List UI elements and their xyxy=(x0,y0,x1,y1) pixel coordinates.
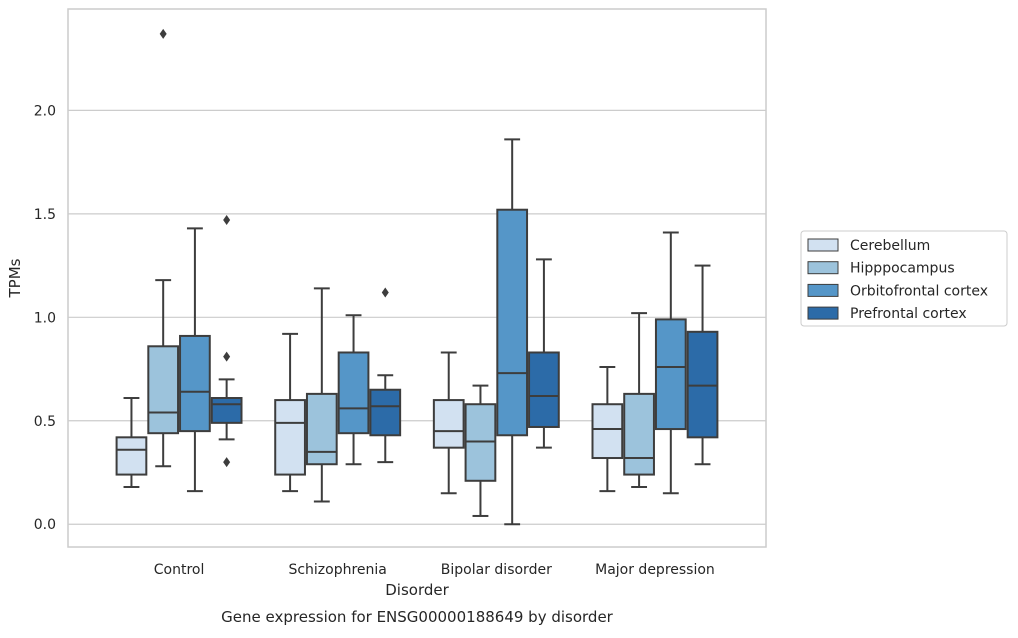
box-iqr xyxy=(179,334,211,433)
box-iqr xyxy=(147,345,180,435)
box-iqr xyxy=(591,403,624,460)
outlier-point xyxy=(381,287,389,298)
box-iqr xyxy=(337,351,370,435)
box-prefrontal-cortex xyxy=(528,258,560,449)
box-iqr xyxy=(432,399,465,449)
y-tick-label: 1.5 xyxy=(34,207,56,223)
x-axis-label: Disorder xyxy=(385,581,449,599)
box-hipppocampus xyxy=(147,28,180,468)
grid-lines xyxy=(68,109,766,525)
box-hipppocampus xyxy=(464,384,497,517)
x-tick-label: Control xyxy=(154,562,205,578)
box-prefrontal-cortex xyxy=(210,215,243,468)
x-tick-labels: Control Schizophrenia Bipolar disorder Majo… xyxy=(154,562,715,578)
box-orbitofrontal-cortex xyxy=(337,314,370,466)
legend: Cerebellum Hipppocampus Orbitofrontal cort… xyxy=(800,230,1008,327)
box-iqr xyxy=(274,399,306,476)
y-tick-label: 0.0 xyxy=(34,517,56,533)
box-orbitofrontal-cortex xyxy=(654,231,687,495)
outlier-point xyxy=(223,215,231,226)
box-iqr xyxy=(654,318,687,431)
box-cerebellum xyxy=(432,351,465,495)
outlier-point xyxy=(159,28,167,39)
box-prefrontal-cortex xyxy=(686,264,719,466)
legend-items: Cerebellum Hipppocampus Orbitofrontal cort… xyxy=(807,238,988,322)
y-tick-label: 2.0 xyxy=(34,103,56,119)
outlier-point xyxy=(223,351,231,362)
legend-label: Prefrontal cortex xyxy=(850,306,967,322)
box-orbitofrontal-cortex xyxy=(179,227,211,493)
plot-area-frame xyxy=(67,8,767,548)
box-iqr xyxy=(496,208,529,437)
box-iqr xyxy=(686,330,719,439)
box-iqr xyxy=(369,388,402,437)
box-iqr xyxy=(115,436,148,476)
legend-label: Cerebellum xyxy=(850,238,930,254)
legend-swatch xyxy=(807,306,839,320)
legend-swatch xyxy=(807,261,839,275)
legend-frame xyxy=(800,230,1008,327)
y-axis-label: TPMs xyxy=(6,258,24,298)
y-tick-label: 0.5 xyxy=(34,414,56,430)
box-iqr xyxy=(464,403,497,482)
box-hipppocampus xyxy=(305,287,338,503)
outlier-point xyxy=(223,457,231,468)
x-tick-label: Bipolar disorder xyxy=(441,562,552,578)
box-cerebellum xyxy=(591,365,624,493)
legend-swatch xyxy=(807,283,839,297)
legend-swatch xyxy=(807,238,839,252)
y-tick-label: 1.0 xyxy=(34,310,56,326)
y-tick-labels: 0.0 0.5 1.0 1.5 2.0 xyxy=(34,103,56,533)
box-hipppocampus xyxy=(623,312,655,488)
box-cerebellum xyxy=(274,332,306,493)
legend-label: Orbitofrontal cortex xyxy=(850,283,988,299)
box-prefrontal-cortex xyxy=(369,287,402,464)
box-iqr xyxy=(210,397,243,424)
box-layer xyxy=(115,28,719,526)
box-iqr xyxy=(305,392,338,466)
chart-caption: Gene expression for ENSG00000188649 by d… xyxy=(221,608,614,626)
box-iqr xyxy=(623,392,655,476)
box-orbitofrontal-cortex xyxy=(496,138,529,526)
x-tick-label: Schizophrenia xyxy=(288,562,386,578)
legend-label: Hipppocampus xyxy=(850,261,955,277)
box-iqr xyxy=(528,351,560,428)
x-tick-label: Major depression xyxy=(595,562,715,578)
box-cerebellum xyxy=(115,397,148,488)
